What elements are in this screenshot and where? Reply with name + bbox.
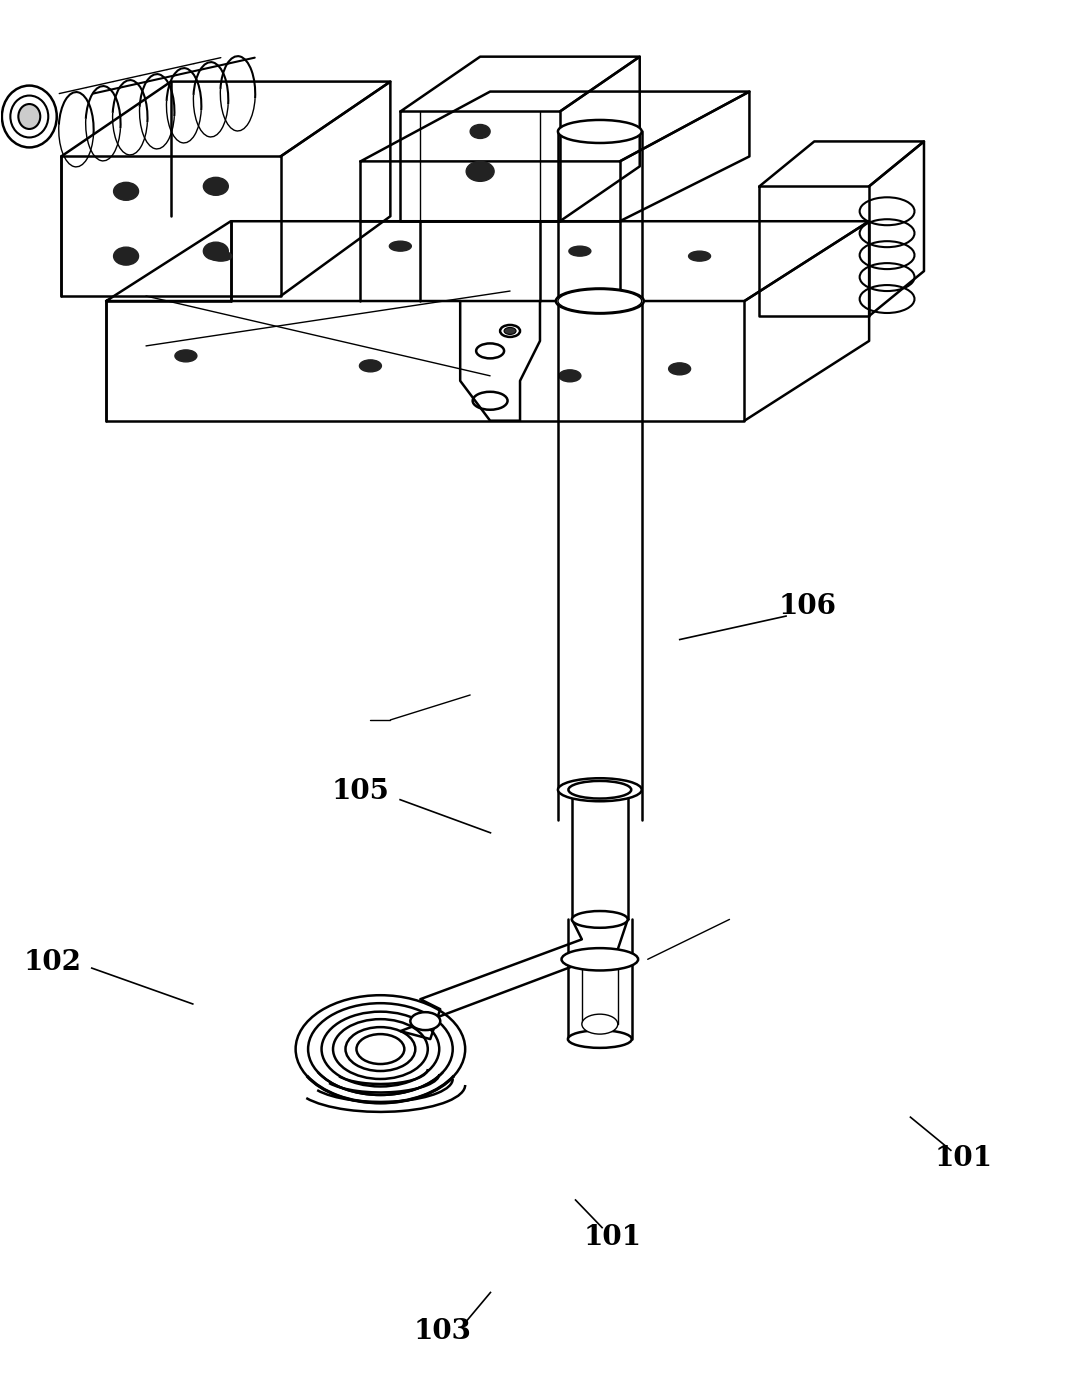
- Ellipse shape: [204, 242, 228, 260]
- Ellipse shape: [114, 183, 139, 201]
- Text: 106: 106: [778, 592, 837, 620]
- Ellipse shape: [410, 1012, 440, 1030]
- Text: 101: 101: [584, 1223, 642, 1251]
- Ellipse shape: [295, 995, 465, 1103]
- Ellipse shape: [175, 350, 197, 361]
- Ellipse shape: [568, 1030, 632, 1048]
- Ellipse shape: [569, 246, 591, 256]
- Text: 105: 105: [332, 778, 390, 805]
- Ellipse shape: [345, 1027, 416, 1071]
- Text: 103: 103: [414, 1318, 471, 1345]
- Ellipse shape: [210, 251, 231, 262]
- Ellipse shape: [356, 1034, 404, 1064]
- Ellipse shape: [582, 1014, 618, 1034]
- Ellipse shape: [558, 120, 642, 143]
- Ellipse shape: [322, 1012, 439, 1086]
- Ellipse shape: [333, 1019, 427, 1080]
- Ellipse shape: [555, 288, 644, 314]
- Ellipse shape: [2, 86, 56, 148]
- Ellipse shape: [562, 948, 639, 970]
- Ellipse shape: [18, 104, 41, 129]
- Text: 102: 102: [23, 949, 81, 976]
- Ellipse shape: [389, 241, 411, 251]
- Ellipse shape: [11, 95, 48, 137]
- Ellipse shape: [466, 162, 495, 181]
- Ellipse shape: [689, 251, 711, 262]
- Ellipse shape: [308, 1003, 453, 1095]
- Ellipse shape: [504, 328, 516, 335]
- Text: 101: 101: [935, 1145, 992, 1172]
- Ellipse shape: [500, 325, 520, 336]
- Ellipse shape: [571, 911, 628, 927]
- Ellipse shape: [558, 778, 642, 801]
- Ellipse shape: [568, 781, 631, 799]
- Ellipse shape: [668, 363, 691, 375]
- Ellipse shape: [559, 370, 581, 382]
- Ellipse shape: [114, 248, 139, 266]
- Ellipse shape: [470, 125, 490, 138]
- Ellipse shape: [204, 177, 228, 195]
- Ellipse shape: [359, 360, 382, 372]
